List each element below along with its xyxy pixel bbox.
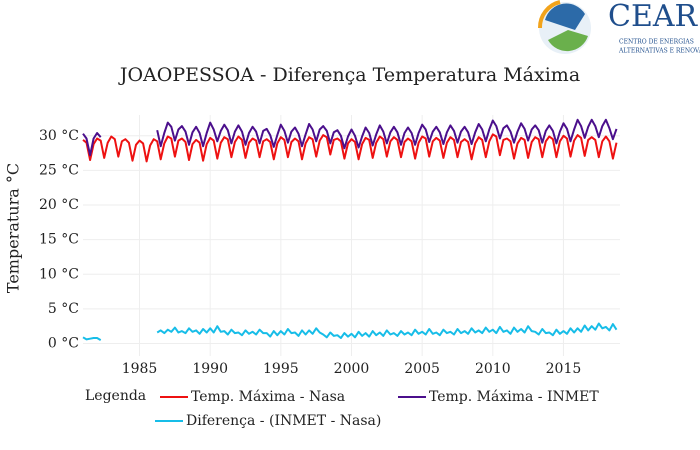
legend-label: Diferença - (INMET - Nasa) — [186, 413, 381, 429]
y-tick-label: 5 °C — [48, 301, 79, 317]
series-line — [82, 133, 618, 163]
x-tick-label: 2015 — [546, 361, 582, 377]
legend-item: Temp. Máxima - INMET — [398, 389, 599, 405]
logo-shape — [545, 3, 585, 30]
logo-subtext: CENTRO DE ENERGIAS — [619, 39, 694, 46]
x-tick-label: 1995 — [263, 361, 299, 377]
x-tick-label: 1985 — [122, 361, 158, 377]
logo-text: CEAR — [608, 0, 699, 34]
legend-label: Temp. Máxima - INMET — [429, 389, 599, 405]
legend-label: Temp. Máxima - Nasa — [191, 389, 345, 405]
y-tick-label: 10 °C — [39, 266, 79, 282]
logo-subtext: ALTERNATIVAS E RENOVÁVEIS — [618, 48, 700, 55]
x-tick-label: 1990 — [192, 361, 228, 377]
series-line — [82, 118, 618, 157]
series-line — [82, 322, 618, 341]
x-tick-label: 2000 — [334, 361, 370, 377]
logo-shape — [537, 0, 561, 29]
y-tick-label: 20 °C — [39, 197, 79, 213]
x-tick-label: 2010 — [475, 361, 511, 377]
legend-item: Temp. Máxima - Nasa — [160, 389, 345, 405]
y-tick-label: 0 °C — [48, 336, 79, 352]
y-tick-label: 15 °C — [39, 232, 79, 248]
legend-item: Diferença - (INMET - Nasa) — [155, 413, 381, 429]
logo: CEAR CENTRO DE ENERGIAS ALTERNATIVAS E R… — [537, 0, 700, 55]
x-tick-label: 2005 — [404, 361, 440, 377]
y-axis-title: Temperatura °C — [4, 163, 23, 293]
y-tick-label: 25 °C — [39, 162, 79, 178]
legend-title: Legenda — [85, 388, 146, 404]
chart-title: JOAOPESSOA - Diferença Temperatura Máxim… — [118, 64, 580, 86]
logo-shape — [548, 30, 588, 52]
y-tick-label: 30 °C — [39, 128, 79, 144]
